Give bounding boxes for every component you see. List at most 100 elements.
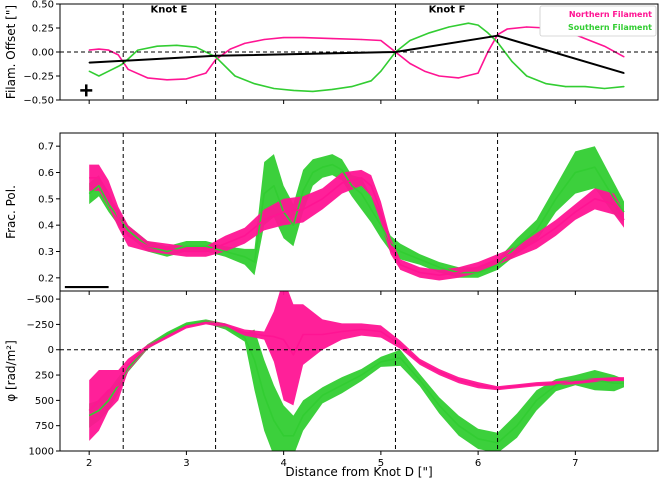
panel-1: 0.2 0.3 0.4 0.5 0.6 0.7	[38, 132, 659, 295]
data-point-0-0-7	[185, 78, 187, 80]
plot-area-2	[88, 291, 624, 451]
plot-layer: −0.50 −0.25 0.00 0.25 0.50 0.2 0.3 0.4 0.5 0.6 0.7…	[23, 0, 659, 469]
data-point-0-0-8	[205, 72, 207, 74]
series-line-0-2	[89, 34, 625, 75]
series-line-2-1	[88, 321, 624, 412]
ytick-label-0-0: −0.50	[23, 96, 54, 107]
data-point-0-1-11	[253, 83, 256, 85]
data-point-0-1-30	[565, 86, 567, 88]
series-line-2-0	[88, 320, 624, 444]
data-point-0-0-3	[117, 54, 119, 56]
data-point-0-1-8	[195, 46, 197, 48]
series-band-1-0	[89, 146, 624, 278]
ytick-label-1-1: 0.3	[38, 247, 54, 258]
data-point-0-0-4	[127, 68, 129, 70]
data-point-0-1-31	[584, 86, 586, 88]
data-point-0-1-33	[623, 86, 625, 88]
data-point-0-1-1	[98, 75, 100, 77]
data-point-0-2-2	[394, 51, 397, 53]
ytick-label-1-0: 0.2	[38, 273, 54, 284]
data-point-0-0-16	[360, 38, 362, 41]
xtick-label-5: 7	[572, 458, 578, 469]
data-point-0-1-18	[380, 70, 382, 72]
data-point-0-2-4	[623, 72, 625, 74]
data-point-0-0-0	[88, 49, 90, 51]
xtick-label-3: 5	[378, 458, 384, 469]
data-point-0-1-2	[108, 70, 110, 72]
data-point-0-0-32	[623, 56, 625, 58]
data-point-0-1-10	[234, 75, 236, 77]
data-point-0-1-32	[603, 87, 606, 90]
ylabel-offset: Filam. Offset ["]	[4, 5, 18, 99]
axes-frame-2	[59, 290, 659, 452]
series-line-1-1	[89, 177, 625, 276]
data-point-0-0-27	[526, 26, 528, 28]
data-point-0-0-15	[331, 38, 333, 40]
knot-f-label: Knot F	[429, 5, 466, 16]
data-point-0-0-20	[424, 70, 426, 72]
ytick-label-2-3: 250	[35, 371, 54, 382]
data-point-0-1-28	[526, 75, 528, 77]
xtick-label-0: 2	[86, 458, 92, 469]
ytick-label-2-2: 0	[48, 345, 54, 356]
legend-southern: Southern Filament	[568, 23, 652, 32]
data-point-0-0-6	[166, 79, 168, 81]
xtick-label-4: 6	[475, 458, 481, 469]
data-point-0-1-0	[88, 70, 90, 72]
ytick-label-0-4: 0.50	[32, 0, 54, 11]
series-line-0-1	[88, 22, 625, 93]
ytick-label-1-4: 0.6	[38, 168, 54, 179]
data-point-0-1-5	[137, 49, 139, 51]
ytick-label-1-2: 0.4	[38, 221, 54, 232]
data-point-0-0-12	[263, 38, 265, 41]
data-point-0-0-26	[506, 28, 508, 30]
data-point-0-1-14	[312, 90, 314, 92]
data-point-0-0-23	[477, 72, 479, 74]
legend-box	[539, 5, 657, 37]
panel-0: −0.50 −0.25 0.00 0.25 0.50	[23, 0, 659, 107]
data-point-0-1-16	[351, 86, 353, 88]
data-point-0-0-10	[229, 48, 231, 50]
data-point-0-0-2	[108, 49, 110, 51]
ytick-label-2-5: 750	[35, 421, 54, 432]
data-point-0-0-31	[603, 45, 606, 47]
data-point-0-1-29	[545, 83, 547, 85]
data-point-0-1-15	[331, 88, 333, 90]
ylabel-phi: φ [rad/m²]	[4, 340, 18, 402]
plot-area-0	[88, 22, 625, 93]
data-point-0-1-12	[273, 87, 275, 90]
series-band-2-0	[89, 319, 624, 451]
data-point-0-1-22	[448, 26, 450, 28]
ytick-label-2-4: 500	[35, 396, 54, 407]
series-band-2-1	[89, 291, 624, 441]
data-point-0-1-7	[176, 44, 178, 46]
xtick-label-1: 3	[183, 458, 189, 469]
data-point-0-2-0	[88, 62, 90, 64]
ytick-label-0-2: 0.00	[32, 48, 54, 59]
data-point-0-1-27	[511, 61, 513, 63]
ytick-label-2-0: −500	[27, 295, 54, 306]
data-point-0-1-25	[487, 32, 489, 34]
ytick-label-1-5: 0.7	[38, 142, 54, 153]
data-point-0-1-6	[156, 45, 158, 47]
legend-northern: Northern Filament	[569, 10, 652, 19]
data-point-0-0-5	[146, 77, 149, 79]
data-point-0-0-22	[458, 77, 460, 79]
ylabel-fracpol: Frac. Pol.	[4, 185, 18, 239]
data-point-0-0-21	[438, 75, 440, 77]
ytick-label-0-1: −0.25	[23, 72, 54, 83]
data-point-0-0-1	[98, 48, 100, 50]
ytick-label-2-6: 1000	[29, 447, 54, 458]
ytick-label-2-1: −250	[27, 320, 54, 331]
data-point-0-1-20	[409, 39, 411, 42]
data-point-0-0-30	[584, 38, 586, 40]
data-point-0-0-14	[302, 37, 304, 39]
data-point-0-0-17	[380, 39, 382, 42]
data-point-0-1-17	[370, 80, 372, 82]
data-point-0-0-13	[283, 37, 285, 39]
data-point-0-1-13	[292, 89, 294, 91]
knot-e-label: Knot E	[150, 5, 187, 16]
data-point-0-1-21	[428, 32, 431, 34]
data-point-0-0-11	[244, 42, 246, 45]
